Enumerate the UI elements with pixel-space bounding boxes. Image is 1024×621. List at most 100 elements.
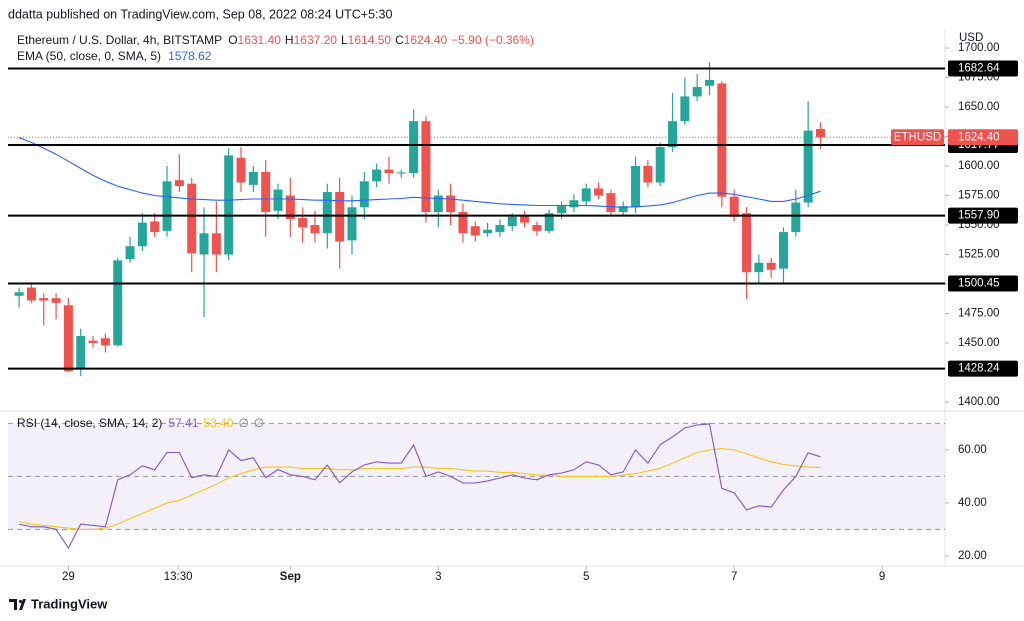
y-tick-label: 1650.00 [958,101,1000,113]
candle-body [113,260,123,346]
candle-body [273,189,283,211]
candle-body [396,172,406,174]
candle-body [199,233,209,255]
x-tick-label: 7 [731,571,737,583]
level-badge [948,360,1018,377]
candle-body [409,121,419,174]
candle-body [507,216,517,227]
level-badge [948,207,1018,224]
candle-body [544,213,554,231]
candle-body [655,147,665,183]
candle-body [372,169,382,182]
rsi-legend: RSI (14, close, SMA, 14, 2) 57.41 53.40 ∅ ∅ [17,416,264,430]
candle-body [335,191,345,242]
candle-body [618,206,628,213]
ema-line [18,137,821,208]
symbol-label: ETHUSD [894,131,941,143]
symbol-title: Ethereum / U.S. Dollar, 4h, BITSTAMP [17,33,222,47]
candle-body [705,79,715,86]
level-badge [948,60,1018,77]
candle-body [594,188,604,196]
level-label: 1557.90 [958,210,1000,222]
level-label: 1682.64 [958,63,1000,75]
candle-body [495,225,505,233]
candle-body [88,340,98,343]
y-tick-label: 40.00 [958,497,987,509]
na-mark: ∅ [254,416,264,430]
candle-body [680,96,690,122]
candle-body [236,157,246,183]
ema-title: EMA (50, close, 0, SMA, 5) [17,49,161,63]
candle-body [26,287,36,301]
candle-body [581,188,591,202]
level-label: 1500.45 [958,277,1000,289]
ohlc-key: O [228,33,237,47]
candle-body [754,262,764,273]
ohlc-key: L [341,33,348,47]
rsi-value: 57.41 [168,416,198,430]
ohlc-value: 1624.40 [404,33,448,47]
footer-brand: TradingView [31,596,108,611]
candle-body [150,221,160,233]
x-tick-label: 29 [62,571,75,583]
na-mark: ∅ [238,416,248,430]
ohlc-value: 1631.40 [238,33,282,47]
candle-body [778,232,788,269]
ohlc-value: 1637.20 [294,33,338,47]
candle-body [298,217,308,228]
rsi-line [18,448,821,530]
x-tick-label: 13:30 [164,571,193,583]
change: −5.90 (−0.36%) [451,33,534,47]
candle-body [569,200,579,208]
x-tick-label: Sep [280,571,301,583]
candle-body [347,207,357,241]
candle-body [211,233,221,255]
candle-body [248,171,258,185]
candle-body [137,222,147,247]
candle-body [384,169,394,174]
candle-body [532,225,542,231]
price-label: 1624.40 [958,131,1000,143]
candle-body [643,166,653,183]
price-badge [948,129,1018,146]
x-tick-label: 3 [435,571,441,583]
candle-body [815,128,825,138]
candle-body [322,191,332,234]
x-tick-label: 9 [879,571,885,583]
candle-body [433,195,443,213]
ema-value: 1578.62 [168,49,212,63]
x-tick-label: 5 [583,571,589,583]
candle-body [224,155,234,255]
candle-body [285,195,295,220]
candle-body [187,183,197,254]
main-legend: Ethereum / U.S. Dollar, 4h, BITSTAMP O163… [17,33,534,47]
footer-logo [9,599,26,610]
candle-body [359,181,369,208]
symbol-badge [891,129,944,146]
y-tick-label: 1600.00 [958,160,1000,172]
rsi-ma-value: 53.40 [203,416,233,430]
level-label: 1428.24 [958,363,1000,375]
candle-body [310,225,320,234]
candle-body [729,196,739,217]
candle-body [766,262,776,270]
candle-body [51,298,61,303]
candle-body [174,180,184,187]
candle-body [76,335,86,369]
candle-body [63,305,73,372]
candle-body [39,298,49,301]
candle-body [14,292,24,296]
candle-body [162,181,172,231]
y-tick-label: 1400.00 [958,396,1000,408]
ohlc-value: 1614.50 [348,33,392,47]
candle-body [520,215,530,223]
candle-body [742,213,752,273]
candle-body [557,206,567,214]
candle-body [446,195,456,213]
candle-body [458,212,468,234]
candle-body [717,83,727,197]
y-tick-label: 1475.00 [958,308,1000,320]
candle-body [100,338,110,346]
